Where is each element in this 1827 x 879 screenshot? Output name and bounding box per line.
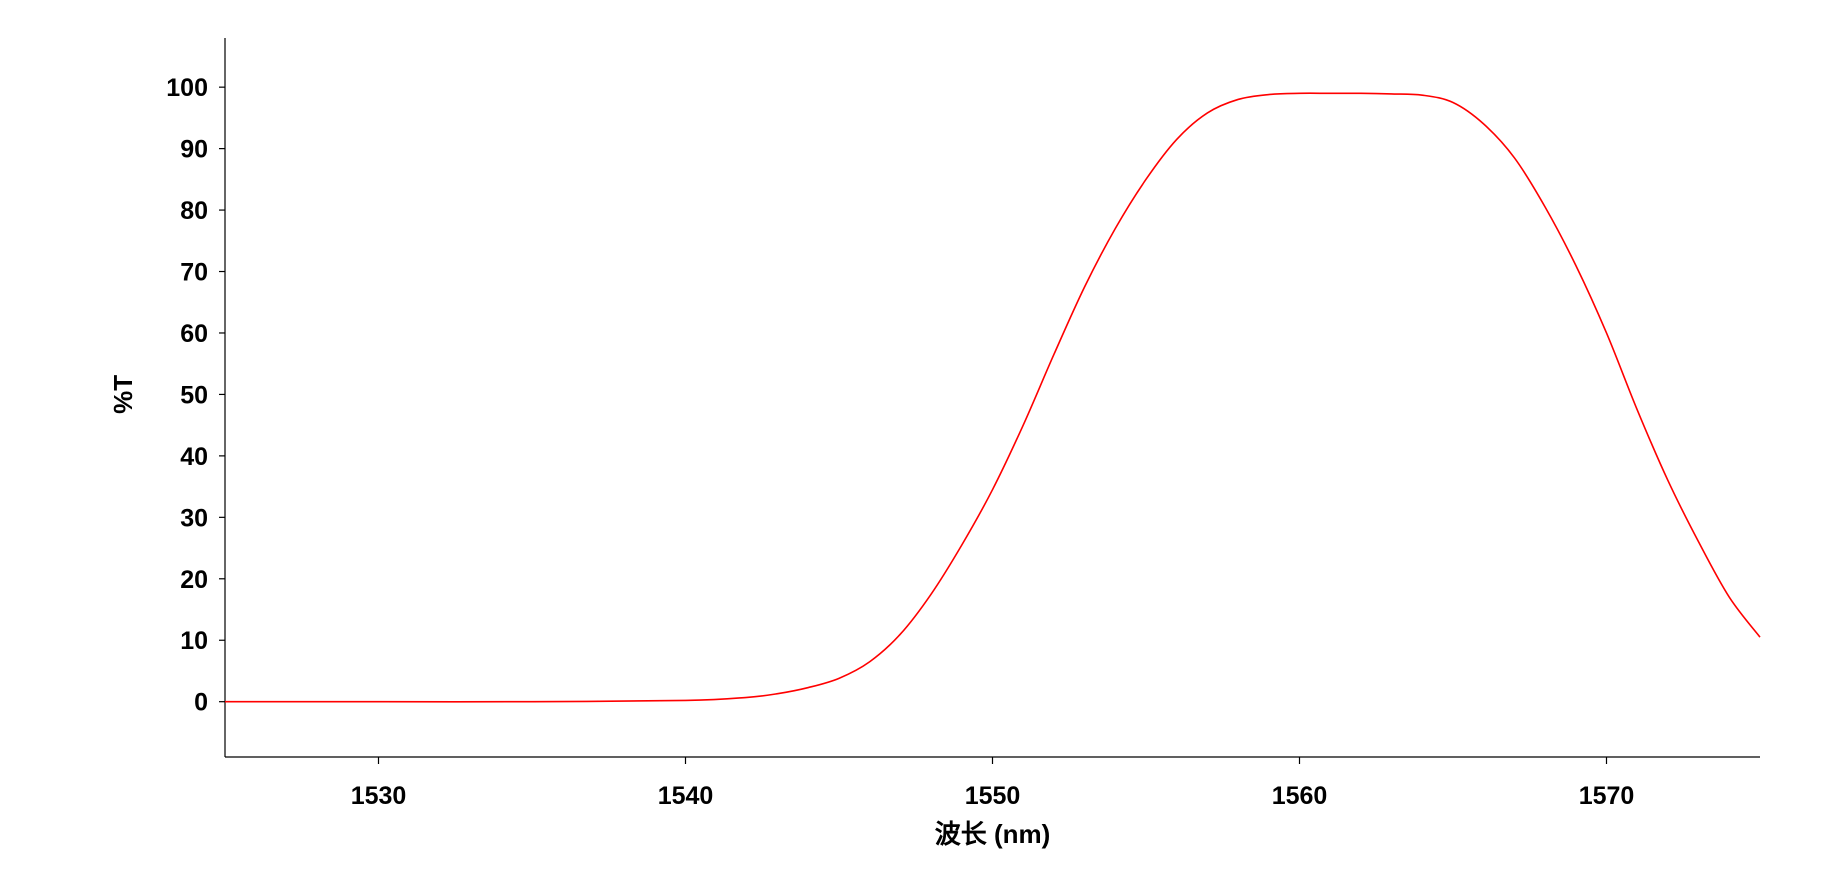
y-tick-label: 10 <box>180 627 208 655</box>
axes <box>224 38 1760 758</box>
y-tick-label: 90 <box>180 136 208 164</box>
x-tick-label: 1550 <box>965 782 1021 810</box>
x-tick-label: 1560 <box>1272 782 1328 810</box>
x-tick-label: 1540 <box>658 782 714 810</box>
transmission-curve <box>225 92 1761 703</box>
y-tick-label: 60 <box>180 320 208 348</box>
x-tick-label: 1530 <box>351 782 407 810</box>
y-tick-label: 30 <box>180 504 208 532</box>
y-tick-label: 50 <box>180 381 208 409</box>
x-tick-label: 1570 <box>1579 782 1635 810</box>
y-tick-label: 80 <box>180 197 208 225</box>
y-tick-label: 70 <box>180 259 208 287</box>
y-axis-title: %T <box>108 375 138 414</box>
y-tick-label: 20 <box>180 566 208 594</box>
y-tick-label: 100 <box>166 74 208 102</box>
y-tick-label: 0 <box>194 689 208 717</box>
ticks: 1530 1540 1550 1560 1570 0 10 20 30 40 50 60 70 80 90 1… <box>166 74 1634 810</box>
x-axis-title: 波长 (nm) <box>935 819 1051 849</box>
y-tick-label: 40 <box>180 443 208 471</box>
series-group <box>225 92 1761 703</box>
